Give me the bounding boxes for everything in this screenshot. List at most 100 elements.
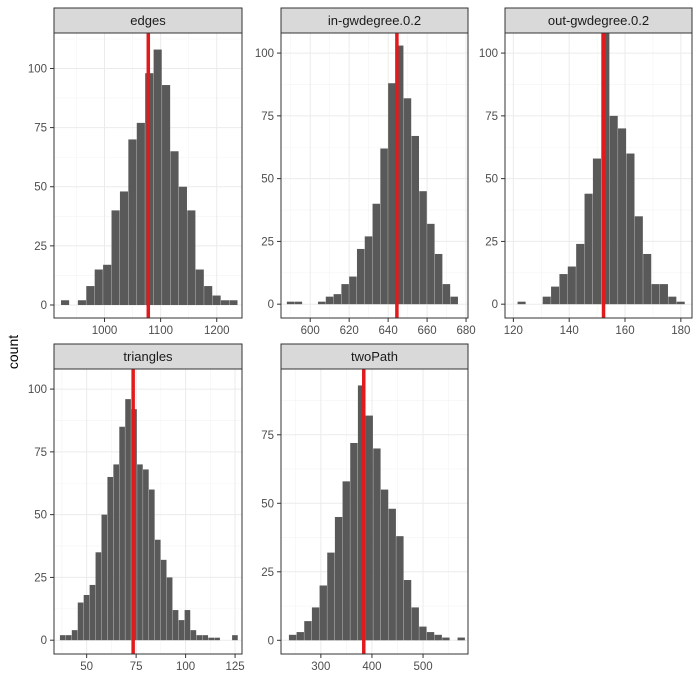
facet-edges-bar	[170, 151, 179, 305]
facet-triangles-bar	[59, 635, 66, 641]
facet-edges: edges 1000 1100 1200 0 25 50 75 100	[28, 7, 243, 337]
facet-twopath-y-tick-label: 25	[261, 567, 274, 579]
facet-triangles-strip-label: triangles	[123, 349, 173, 364]
facet-out-gwdegree-0-2-bar	[584, 193, 593, 305]
facet-twopath-bar	[319, 585, 327, 641]
facet-out-gwdegree-0-2-bar	[618, 128, 627, 305]
facet-in-gwdegree-0-2-bar	[372, 203, 381, 305]
facet-triangles-bar	[65, 635, 72, 641]
facet-edges-x-tick-label: 1100	[148, 325, 173, 337]
facet-in-gwdegree-0-2-x-tick-label: 640	[379, 325, 398, 337]
facet-twopath-bar	[426, 632, 435, 641]
facet-out-gwdegree-0-2-bar	[659, 284, 668, 305]
facet-twopath-strip	[280, 343, 469, 370]
facet-triangles-bar	[89, 584, 96, 641]
y-axis-title: count	[5, 335, 21, 369]
facet-out-gwdegree-0-2-bar	[576, 243, 585, 305]
facet-twopath-bar	[311, 607, 320, 641]
facet-edges-strip-label: edges	[130, 13, 166, 28]
facet-edges-y-tick-label: 0	[41, 300, 47, 312]
facet-in-gwdegree-0-2-bar	[450, 296, 458, 305]
facet-twopath-bar	[396, 536, 404, 641]
facet-triangles-x-tick-label: 100	[176, 661, 195, 673]
facet-triangles-y-tick-label: 0	[41, 635, 47, 647]
facet-out-gwdegree-0-2-strip	[504, 7, 693, 34]
facet-in-gwdegree-0-2-bar	[333, 294, 342, 305]
facet-in-gwdegree-0-2-bar	[403, 98, 412, 305]
facet-out-gwdegree-0-2-panel-border	[504, 32, 693, 319]
facet-twopath-bar	[334, 516, 343, 641]
facet-triangles-bar	[190, 630, 197, 641]
facet-twopath-y-tick-label: 75	[261, 430, 274, 442]
facet-out-gwdegree-0-2-bar	[551, 286, 560, 305]
facet-triangles-bar	[107, 476, 114, 641]
facet-edges-bar	[111, 210, 120, 305]
facet-twopath-bar	[288, 634, 297, 641]
facet-edges-bar	[212, 295, 221, 305]
facet-in-gwdegree-0-2-bar	[388, 83, 396, 305]
facet-triangles: triangles 50 75 100 125 0 25 50 75 100	[28, 343, 245, 673]
facet-out-gwdegree-0-2-bar	[567, 266, 576, 305]
facet-triangles-bar	[101, 514, 108, 641]
facet-in-gwdegree-0-2-y-tick-label: 75	[261, 111, 274, 123]
facet-twopath-x-tick-label: 400	[362, 661, 381, 673]
facet-twopath-bar	[388, 508, 396, 641]
facet-in-gwdegree-0-2-bar	[380, 148, 388, 305]
facet-triangles-y-tick-label: 50	[34, 510, 47, 522]
facet-triangles-bar	[143, 469, 149, 641]
facet-triangles-bar	[202, 635, 209, 641]
facet-triangles-y-tick-label: 25	[34, 572, 47, 584]
facet-twopath-bar	[442, 637, 450, 641]
facet-out-gwdegree-0-2-bar	[517, 301, 526, 305]
facet-twopath-bar	[342, 481, 350, 641]
facet-triangles-x-tick-label: 125	[225, 661, 244, 673]
facet-triangles-bar	[113, 464, 120, 641]
facet-out-gwdegree-0-2-x-tick-label: 120	[504, 325, 523, 337]
facet-in-gwdegree-0-2: in-gwdegree.0.2 600 620 640 660 680 0 25 50 75 100	[255, 7, 476, 337]
facet-twopath-bar	[403, 580, 412, 641]
facet-out-gwdegree-0-2-bar	[609, 115, 618, 305]
facet-twopath-bar	[457, 637, 465, 641]
facet-twopath-bar	[365, 415, 373, 641]
facet-in-gwdegree-0-2-y-tick-label: 25	[261, 236, 274, 248]
facet-in-gwdegree-0-2-strip	[280, 7, 469, 34]
facet-out-gwdegree-0-2-bar	[643, 253, 652, 305]
facet-twopath-bar	[357, 385, 366, 641]
facet-triangles-bar	[125, 399, 131, 641]
facet-in-gwdegree-0-2-y-tick-label: 0	[268, 299, 274, 311]
facet-edges-bar	[229, 300, 238, 305]
facet-in-gwdegree-0-2-bar	[349, 276, 357, 305]
facet-edges-bar	[187, 210, 196, 305]
facet-out-gwdegree-0-2-y-tick-label: 50	[485, 174, 498, 186]
facet-twopath: twoPath 300 400 500 0 25 50 75	[261, 343, 469, 673]
facet-in-gwdegree-0-2-x-tick-label: 660	[418, 325, 437, 337]
facet-triangles-panel-border	[53, 368, 243, 655]
facet-out-gwdegree-0-2-x-tick-label: 180	[671, 325, 690, 337]
facet-twopath-bar	[380, 489, 389, 641]
facet-in-gwdegree-0-2-bar	[442, 284, 451, 305]
facet-edges-bar	[220, 300, 230, 305]
facet-edges-bar	[195, 269, 204, 305]
facet-triangles-bar	[95, 552, 102, 641]
facet-out-gwdegree-0-2-bar	[634, 216, 643, 305]
facet-edges-y-tick-label: 50	[34, 182, 47, 194]
facet-out-gwdegree-0-2-strip-label: out-gwdegree.0.2	[548, 13, 649, 28]
facet-out-gwdegree-0-2-bar	[676, 301, 685, 305]
facet-edges-bar	[94, 269, 103, 305]
facet-twopath-x-tick-label: 300	[311, 661, 330, 673]
facet-triangles-x-tick-label: 75	[130, 661, 143, 673]
facet-in-gwdegree-0-2-bar	[294, 301, 303, 305]
facet-out-gwdegree-0-2-bar	[626, 153, 635, 305]
facet-edges-panel-border	[53, 32, 243, 319]
facet-in-gwdegree-0-2-bar	[419, 191, 427, 305]
facet-edges-y-tick-label: 100	[28, 63, 47, 75]
facet-in-gwdegree-0-2-bar	[356, 248, 365, 305]
facet-triangles-y-tick-label: 100	[28, 384, 47, 396]
facet-edges-bar	[128, 139, 137, 305]
facet-out-gwdegree-0-2-y-tick-label: 0	[492, 299, 498, 311]
facet-edges-x-tick-label: 1000	[92, 325, 118, 337]
facet-in-gwdegree-0-2-y-tick-label: 100	[255, 48, 274, 60]
facet-out-gwdegree-0-2-bar	[601, 33, 610, 305]
facet-in-gwdegree-0-2-x-tick-label: 600	[301, 325, 320, 337]
